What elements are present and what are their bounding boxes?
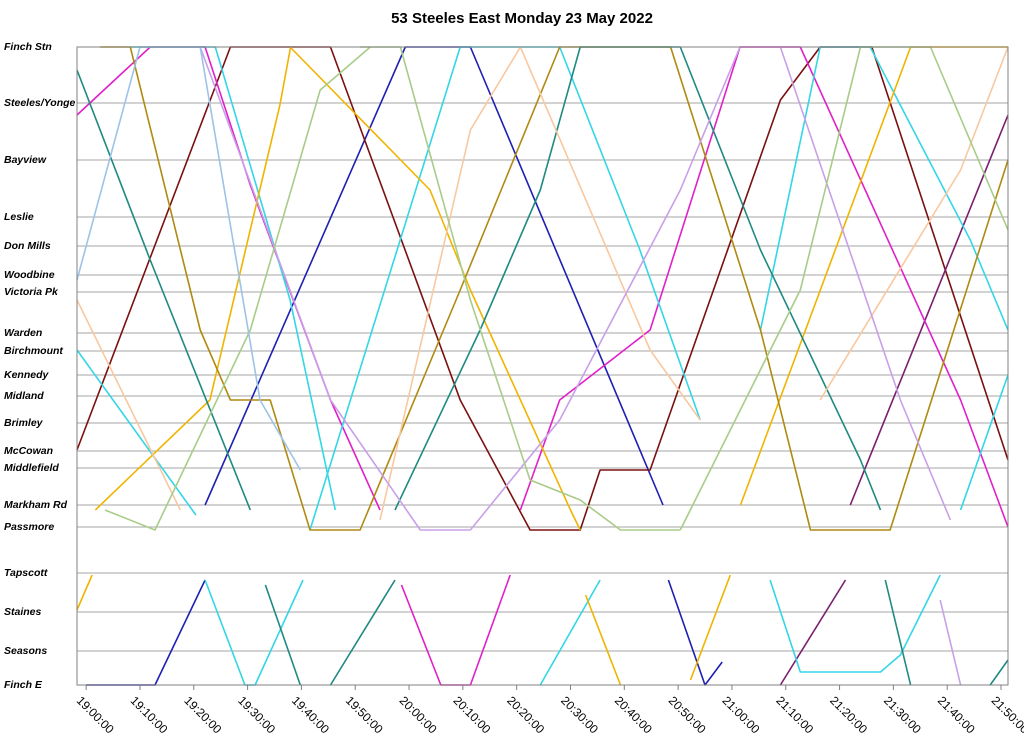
y-tick-label: Kennedy [4,369,50,381]
y-tick-label: Birchmount [4,345,63,357]
trip-line [779,46,952,521]
trip-line [104,46,371,531]
trip-line [759,46,1009,331]
trip-line [76,574,93,611]
x-tick-label: 21:20:00 [827,693,870,736]
trip-line [679,46,1009,531]
y-tick-label: Warden [4,327,42,339]
x-tick-label: 20:40:00 [612,693,655,736]
trip-line [289,46,581,531]
y-tick-label: Seasons [4,645,47,657]
y-tick-label: Finch E [4,679,43,691]
trip-line [309,46,701,531]
chart-title: 53 Steeles East Monday 23 May 2022 [391,10,653,27]
y-tick-label: Bayview [4,154,47,166]
y-tick-label: Passmore [4,521,54,533]
y-tick-label: Brimley [4,417,44,429]
trip-line [76,46,1009,531]
x-tick-label: 19:30:00 [235,693,278,736]
y-tick-label: Midland [4,390,44,402]
trip-line [76,46,381,511]
trip-line [469,46,741,531]
y-tick-label: Tapscott [4,567,48,579]
y-tick-label: Middlefield [4,462,59,474]
x-tick-label: 19:10:00 [128,693,171,736]
trip-line [539,579,601,686]
x-tick-label: 19:40:00 [289,693,332,736]
x-tick-label: 19:20:00 [181,693,224,736]
trip-line [739,46,1008,506]
trip-line [989,659,1009,686]
x-tick-label: 21:30:00 [881,693,924,736]
trip-line [849,114,1009,506]
y-tick-label: Woodbine [4,269,55,281]
trip-line [100,46,1009,531]
trip-line [519,46,1009,528]
x-tick-label: 20:30:00 [558,693,601,736]
x-tick-label: 21:10:00 [773,693,816,736]
x-tick-label: 20:20:00 [504,693,547,736]
y-tick-label: Staines [4,606,42,618]
y-tick-label: Finch Stn [4,41,52,53]
y-tick-label: Steeles/Yonge [4,97,76,109]
x-tick-label: 19:50:00 [343,693,386,736]
trip-line [94,46,292,511]
trip-line [584,594,622,686]
axes: Finch Stn Steeles/Yonge Bayview Leslie Don M… [4,41,1024,737]
trip-line [264,584,302,686]
trip-line [76,69,252,511]
y-tick-label: McCowan [4,445,53,457]
trip-line [204,579,304,686]
x-tick-label: 21:40:00 [935,693,978,736]
x-tick-label: 20:10:00 [450,693,493,736]
trip-line [959,374,1009,511]
trip-line [939,599,962,686]
trip-line [360,46,681,531]
x-tick-label: 20:50:00 [666,693,709,736]
trip-line [689,574,732,681]
x-tick-label: 19:00:00 [74,693,117,736]
y-tick-label: Victoria Pk [4,286,59,298]
trip-line [86,579,206,686]
trip-line [779,579,847,686]
trip-line [819,46,1009,401]
trip-line [329,579,396,686]
grid [77,46,1008,686]
trip-line [394,46,882,511]
trip-line [884,579,912,686]
x-tick-label: 21:50:00 [989,693,1024,736]
y-tick-label: Don Mills [4,240,51,252]
y-tick-label: Markham Rd [4,499,68,511]
trips [76,46,1009,686]
trip-line [76,299,182,511]
x-tick-label: 20:00:00 [397,693,440,736]
trip-line [400,574,511,686]
trip-line [204,46,664,506]
trip-line [76,46,301,471]
trip-line [379,46,522,521]
x-tick-label: 21:00:00 [720,693,763,736]
trip-line [199,46,471,531]
y-tick-label: Leslie [4,211,34,223]
trip-line [769,574,941,673]
plot-border [76,46,1009,686]
trip-line [519,46,701,421]
